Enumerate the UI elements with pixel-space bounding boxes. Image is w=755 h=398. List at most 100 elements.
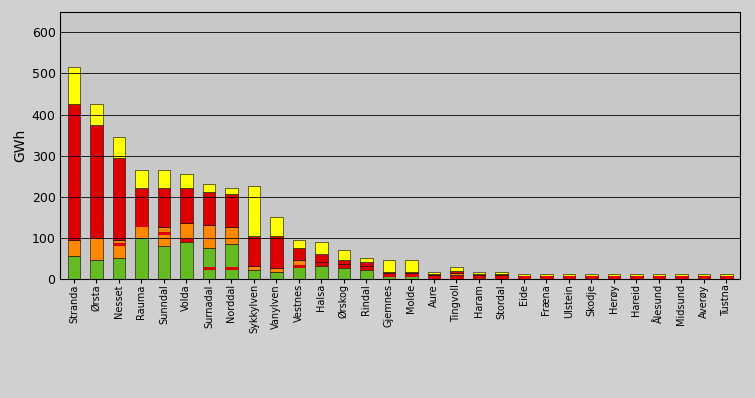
Bar xyxy=(135,225,147,238)
Bar xyxy=(293,240,305,248)
Bar xyxy=(112,240,125,258)
Bar xyxy=(135,170,147,188)
Bar xyxy=(405,272,418,273)
Bar xyxy=(270,273,282,279)
Bar xyxy=(315,266,328,279)
Bar xyxy=(68,240,80,256)
Bar xyxy=(720,275,732,276)
Bar xyxy=(383,272,395,273)
Bar xyxy=(90,238,103,260)
Bar xyxy=(180,223,193,242)
Bar xyxy=(360,266,372,270)
Bar xyxy=(337,260,350,264)
Bar xyxy=(315,254,328,262)
Bar xyxy=(495,272,507,274)
Bar xyxy=(405,260,418,272)
Bar xyxy=(202,248,215,279)
Bar xyxy=(248,266,260,270)
Bar xyxy=(225,195,238,227)
Bar xyxy=(202,225,215,248)
Bar xyxy=(608,277,620,279)
Bar xyxy=(562,275,575,276)
Bar xyxy=(360,270,372,279)
Bar xyxy=(202,184,215,193)
Bar xyxy=(450,271,463,273)
Bar xyxy=(270,268,282,273)
Bar xyxy=(248,270,260,279)
Bar xyxy=(518,275,530,276)
Bar xyxy=(630,277,643,279)
Bar xyxy=(630,275,643,276)
Bar xyxy=(90,260,103,279)
Bar xyxy=(428,274,440,275)
Bar xyxy=(653,276,665,277)
Bar xyxy=(450,273,463,275)
Bar xyxy=(112,158,125,240)
Bar xyxy=(158,246,170,279)
Bar xyxy=(360,258,372,262)
Bar xyxy=(473,277,485,279)
Bar xyxy=(495,275,507,277)
Bar xyxy=(585,275,598,276)
Bar xyxy=(405,275,418,279)
Bar xyxy=(450,275,463,279)
Bar xyxy=(541,276,553,277)
Bar xyxy=(180,242,193,279)
Bar xyxy=(450,267,463,271)
Bar xyxy=(90,104,103,125)
Bar xyxy=(270,217,282,236)
Bar xyxy=(720,276,732,277)
Bar xyxy=(248,236,260,266)
Bar xyxy=(293,260,305,266)
Bar xyxy=(293,248,305,260)
Bar xyxy=(405,273,418,275)
Bar xyxy=(428,275,440,277)
Bar xyxy=(675,276,688,277)
Bar xyxy=(541,275,553,276)
Bar xyxy=(315,242,328,254)
Bar xyxy=(158,188,170,227)
Bar xyxy=(315,262,328,266)
Bar xyxy=(112,258,125,279)
Bar xyxy=(562,277,575,279)
Bar xyxy=(698,275,710,276)
Bar xyxy=(608,276,620,277)
Bar xyxy=(337,268,350,279)
Bar xyxy=(541,277,553,279)
Bar xyxy=(495,277,507,279)
Bar xyxy=(225,188,238,195)
Bar xyxy=(225,227,238,244)
Bar xyxy=(202,193,215,225)
Bar xyxy=(180,188,193,223)
Bar xyxy=(495,274,507,275)
Bar xyxy=(698,277,710,279)
Bar xyxy=(608,275,620,276)
Y-axis label: GWh: GWh xyxy=(14,129,27,162)
Bar xyxy=(158,227,170,246)
Bar xyxy=(675,277,688,279)
Bar xyxy=(562,276,575,277)
Bar xyxy=(68,67,80,104)
Bar xyxy=(653,275,665,276)
Bar xyxy=(337,264,350,268)
Bar xyxy=(428,277,440,279)
Bar xyxy=(112,137,125,158)
Bar xyxy=(383,275,395,279)
Bar xyxy=(270,236,282,268)
Bar xyxy=(473,272,485,274)
Bar xyxy=(135,188,147,225)
Bar xyxy=(90,125,103,238)
Bar xyxy=(720,277,732,279)
Bar xyxy=(68,256,80,279)
Bar xyxy=(135,238,147,279)
Bar xyxy=(225,244,238,279)
Bar xyxy=(383,273,395,275)
Bar xyxy=(518,277,530,279)
Bar xyxy=(585,277,598,279)
Bar xyxy=(518,276,530,277)
Bar xyxy=(383,260,395,272)
Bar xyxy=(248,186,260,236)
Bar xyxy=(293,266,305,279)
Bar xyxy=(473,275,485,277)
Bar xyxy=(473,274,485,275)
